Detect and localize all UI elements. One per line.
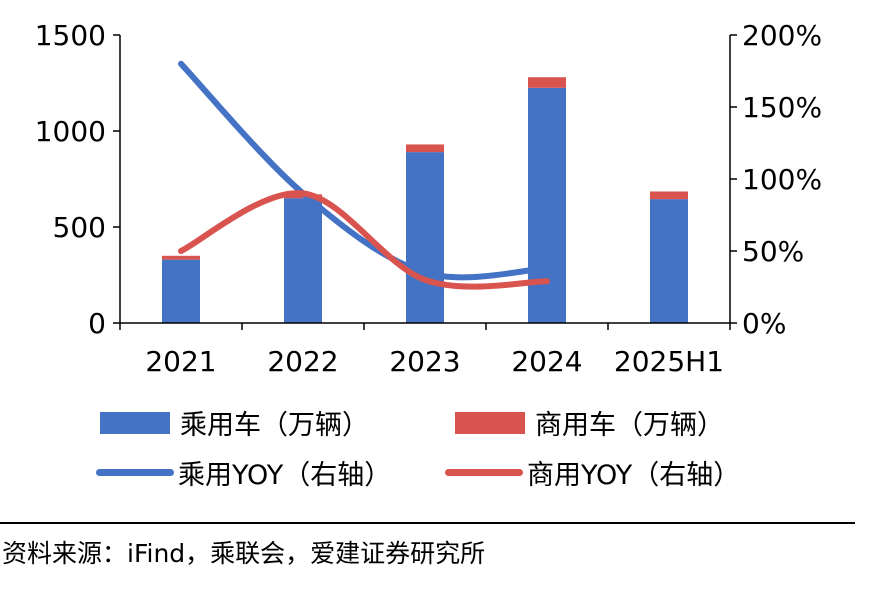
left-tick-label: 0: [88, 307, 106, 340]
x-tick-label-2024: 2024: [511, 345, 582, 378]
passenger-yoy-line-swatch-icon: [96, 469, 174, 476]
x-tick-label-2025h1: 2025H1: [614, 345, 724, 378]
legend-item-commercial-yoy: 商用YOY（右轴）: [445, 453, 740, 492]
legend-label-passenger-car: 乘用车（万辆）: [180, 410, 369, 441]
left-tick-label: 1500: [35, 19, 106, 52]
right-tick-label: 150%: [742, 91, 822, 124]
right-tick-label: 50%: [742, 235, 804, 268]
line-commercial-yoy: [178, 190, 550, 290]
legend-label-commercial-yoy: 商用YOY（右轴）: [527, 460, 741, 491]
bar-commercial-2025h1: [650, 191, 688, 200]
bar-passenger-2022: [284, 198, 322, 323]
left-tick-label: 500: [53, 211, 106, 244]
left-tick-label: 1000: [35, 115, 106, 148]
commercial-yoy-line-swatch-icon: [445, 469, 523, 476]
legend-item-commercial-car: 商用车（万辆）: [455, 403, 724, 442]
bar-commercial-2024: [528, 77, 566, 88]
x-tick-label-2021: 2021: [145, 345, 216, 378]
right-tick-label: 100%: [742, 163, 822, 196]
combo-chart: 0 500 1000 1500 0% 50% 100% 150% 200% 2021 2022 202…: [35, 19, 822, 378]
legend-label-passenger-yoy: 乘用YOY（右轴）: [178, 460, 392, 491]
commercial-car-bar-swatch-icon: [455, 411, 525, 434]
bar-passenger-2024: [528, 87, 566, 323]
bar-passenger-2025h1: [650, 199, 688, 323]
legend-label-commercial-car: 商用车（万辆）: [535, 410, 724, 441]
bar-commercial-2023: [406, 144, 444, 153]
x-tick-label-2023: 2023: [389, 345, 460, 378]
bar-commercial-2021: [162, 255, 200, 260]
right-tick-label: 200%: [742, 19, 822, 52]
bar-passenger-2023: [406, 152, 444, 323]
chart-legend: 乘用车（万辆） 商用车（万辆） 乘用YOY（右轴） 商用YOY（右轴）: [0, 398, 872, 508]
source-note: 资料来源：iFind，乘联会，爱建证券研究所: [2, 539, 486, 568]
line-passenger-yoy: [178, 60, 550, 281]
legend-item-passenger-yoy: 乘用YOY（右轴）: [96, 453, 391, 492]
legend-item-passenger-car: 乘用车（万辆）: [100, 403, 369, 442]
passenger-car-bar-swatch-icon: [100, 411, 170, 434]
source-divider: [0, 522, 855, 524]
x-tick-label-2022: 2022: [267, 345, 338, 378]
right-tick-label: 0%: [742, 307, 786, 340]
bar-passenger-2021: [162, 259, 200, 323]
